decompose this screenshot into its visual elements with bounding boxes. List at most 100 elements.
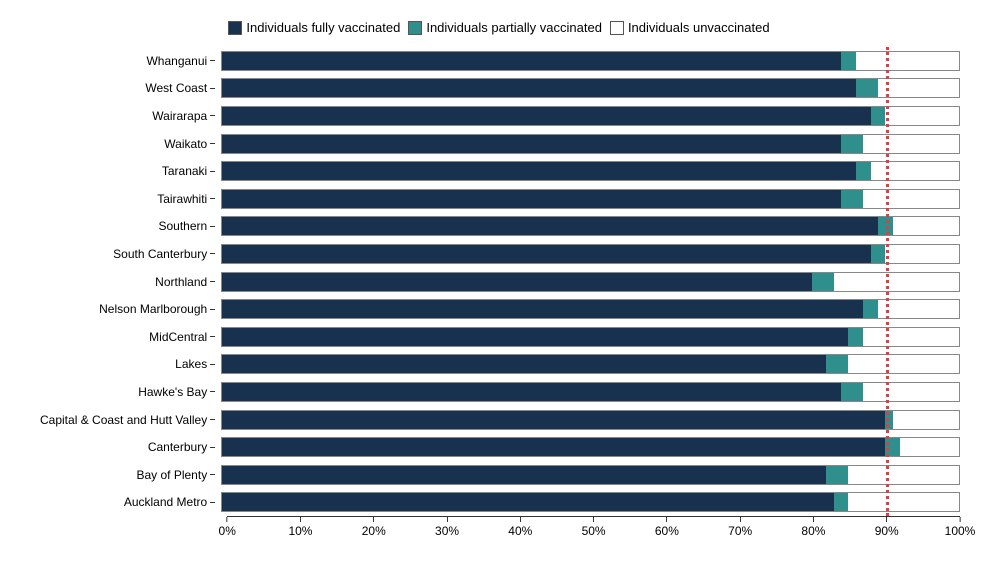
legend: Individuals fully vaccinated Individuals … xyxy=(40,20,960,35)
bar xyxy=(221,437,960,457)
bar xyxy=(221,354,960,374)
bar-segment-partial xyxy=(841,52,856,70)
x-axis-tick: 50% xyxy=(582,517,606,538)
bar-segment-fully xyxy=(222,438,885,456)
bar xyxy=(221,134,960,154)
x-axis-tick-label: 10% xyxy=(288,524,312,538)
bar xyxy=(221,327,960,347)
bar xyxy=(221,244,960,264)
bar-segment-fully xyxy=(222,135,841,153)
bar-segment-partial xyxy=(841,135,863,153)
y-axis-label: West Coast xyxy=(145,75,215,103)
bar-segment-fully xyxy=(222,245,870,263)
bar-row xyxy=(221,157,960,185)
x-axis-tick: 20% xyxy=(362,517,386,538)
legend-label: Individuals partially vaccinated xyxy=(426,20,602,35)
bar-segment-fully xyxy=(222,411,885,429)
bar-row xyxy=(221,351,960,379)
bar-row xyxy=(221,323,960,351)
y-axis-label: Bay of Plenty xyxy=(136,461,215,489)
x-axis-tick-label: 90% xyxy=(875,524,899,538)
y-axis-label: Wairarapa xyxy=(152,102,215,130)
bar-segment-partial xyxy=(841,383,863,401)
y-axis-label: Southern xyxy=(159,213,216,241)
bar-segment-partial xyxy=(885,438,900,456)
bar xyxy=(221,465,960,485)
legend-swatch xyxy=(610,21,624,35)
bar-row xyxy=(221,102,960,130)
bar-row xyxy=(221,295,960,323)
bar-segment-partial xyxy=(856,162,871,180)
bar-segment-fully xyxy=(222,273,811,291)
y-axis-label: Tairawhiti xyxy=(157,185,215,213)
bar-segment-partial xyxy=(863,300,878,318)
bar-segment-partial xyxy=(848,328,863,346)
x-axis-tick-label: 40% xyxy=(508,524,532,538)
bar xyxy=(221,216,960,236)
bars-area xyxy=(221,47,960,516)
x-axis-tick: 0% xyxy=(219,517,236,538)
x-axis-tick-label: 50% xyxy=(582,524,606,538)
bar-segment-fully xyxy=(222,52,841,70)
x-axis-tick-label: 60% xyxy=(655,524,679,538)
y-axis-label: Northland xyxy=(155,268,215,296)
bar-segment-fully xyxy=(222,107,870,125)
bar xyxy=(221,299,960,319)
bar-segment-partial xyxy=(812,273,834,291)
bar xyxy=(221,492,960,512)
plot-area: WhanganuiWest CoastWairarapaWaikatoTaran… xyxy=(40,47,960,516)
y-axis-label: Nelson Marlborough xyxy=(99,295,215,323)
x-axis-tick-label: 0% xyxy=(219,524,236,538)
x-axis-tick: 10% xyxy=(288,517,312,538)
legend-item: Individuals fully vaccinated xyxy=(228,20,400,35)
bar-row xyxy=(221,240,960,268)
bar-row xyxy=(221,185,960,213)
bar-segment-fully xyxy=(222,383,841,401)
bar-row xyxy=(221,406,960,434)
bar xyxy=(221,51,960,71)
bar-segment-fully xyxy=(222,328,848,346)
y-axis-label: Hawke's Bay xyxy=(138,378,215,406)
legend-swatch xyxy=(228,21,242,35)
bar-segment-partial xyxy=(856,79,878,97)
bar xyxy=(221,410,960,430)
bar-row xyxy=(221,75,960,103)
x-axis-tick-label: 30% xyxy=(435,524,459,538)
bar-row xyxy=(221,268,960,296)
y-axis-label: Canterbury xyxy=(148,433,215,461)
bar xyxy=(221,382,960,402)
bar-segment-fully xyxy=(222,190,841,208)
legend-label: Individuals fully vaccinated xyxy=(246,20,400,35)
bar xyxy=(221,272,960,292)
bar-segment-partial xyxy=(885,411,892,429)
bar-segment-fully xyxy=(222,162,856,180)
x-axis-tick: 100% xyxy=(945,517,976,538)
y-axis-label: Auckland Metro xyxy=(124,489,215,517)
x-axis-tick: 30% xyxy=(435,517,459,538)
bar-segment-partial xyxy=(826,355,848,373)
y-axis-label: Lakes xyxy=(175,351,215,379)
bar-segment-fully xyxy=(222,493,834,511)
bar-row xyxy=(221,433,960,461)
y-axis-label: South Canterbury xyxy=(113,240,215,268)
bar-row xyxy=(221,130,960,158)
bar-row xyxy=(221,378,960,406)
vaccination-chart: Individuals fully vaccinated Individuals … xyxy=(0,0,1000,579)
bar-segment-partial xyxy=(878,217,893,235)
bar-row xyxy=(221,489,960,517)
x-axis-tick: 40% xyxy=(508,517,532,538)
legend-item: Individuals unvaccinated xyxy=(610,20,770,35)
x-axis-tick: 80% xyxy=(801,517,825,538)
bar-segment-fully xyxy=(222,355,826,373)
bar-segment-partial xyxy=(834,493,849,511)
bar xyxy=(221,78,960,98)
y-axis-label: Waikato xyxy=(164,130,215,158)
bar-segment-fully xyxy=(222,217,878,235)
x-axis-tick: 60% xyxy=(655,517,679,538)
legend-label: Individuals unvaccinated xyxy=(628,20,770,35)
bar-segment-partial xyxy=(826,466,848,484)
x-axis: 0%10%20%30%40%50%60%70%80%90%100% xyxy=(227,516,960,541)
bar-segment-partial xyxy=(841,190,863,208)
bar-row xyxy=(221,213,960,241)
x-axis-tick: 70% xyxy=(728,517,752,538)
